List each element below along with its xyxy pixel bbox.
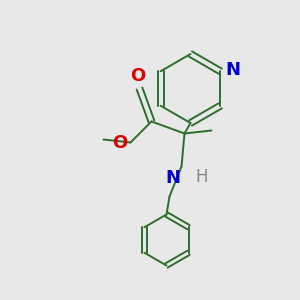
Text: O: O <box>112 134 127 152</box>
Text: N: N <box>226 61 241 79</box>
Text: O: O <box>130 67 146 85</box>
Text: N: N <box>165 169 180 187</box>
Text: H: H <box>195 168 208 186</box>
